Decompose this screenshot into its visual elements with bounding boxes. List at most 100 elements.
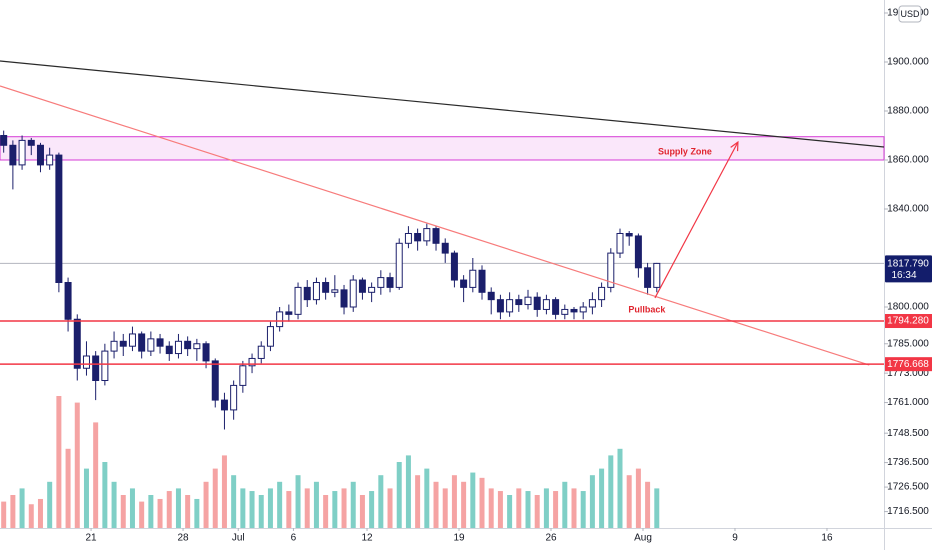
volume-bar (323, 495, 329, 528)
volume-bar (341, 488, 347, 528)
candle-body (358, 279, 366, 293)
candle-body (644, 267, 652, 288)
candle-body (266, 326, 274, 347)
volume-bar (405, 455, 411, 528)
volume-bar (516, 488, 522, 528)
x-tick-label: 12 (361, 533, 373, 544)
volume-bar (304, 488, 310, 528)
volume-bar (258, 495, 264, 528)
level-price-label: 1776.668 (887, 359, 929, 370)
volume-bar (19, 488, 25, 528)
volume-bar (433, 481, 439, 528)
volume-bar (369, 491, 375, 528)
y-tick-label: 1840.000 (887, 204, 929, 215)
candle-body (340, 289, 348, 308)
candle-body (193, 343, 201, 350)
arrow-line (654, 141, 739, 299)
candle-body (625, 232, 633, 237)
volume-bar (203, 481, 209, 528)
candle-body (101, 350, 109, 382)
supply-zone (0, 136, 885, 161)
volume-bar (185, 495, 191, 528)
x-tick-label: 16 (821, 533, 833, 544)
candle-body (211, 360, 219, 401)
volume-bar (497, 491, 503, 528)
y-tick-label: 1716.500 (887, 506, 929, 517)
candle-body (55, 154, 63, 283)
y-tick-label: 1748.500 (887, 428, 929, 439)
zone-label: Supply Zone (658, 146, 712, 156)
countdown-label: 16:34 (891, 270, 916, 281)
candle-body (230, 384, 238, 411)
volume-bar (286, 491, 292, 528)
candle-body (432, 228, 440, 244)
candle-body (487, 291, 495, 301)
y-tick-label: 1860.000 (887, 155, 929, 166)
volume-bar (608, 455, 614, 528)
currency-badge (898, 5, 922, 23)
candle-body (395, 242, 403, 288)
candle-body (377, 277, 385, 288)
volume-bar (451, 475, 457, 528)
y-tick-label: 1880.000 (887, 106, 929, 117)
volume-bar (111, 481, 117, 528)
volume-bar (249, 491, 255, 528)
volume-bar (47, 481, 53, 528)
volume-bar (562, 481, 568, 528)
candle-body (598, 286, 606, 301)
volume-bar (461, 481, 467, 528)
candle-body (349, 279, 357, 308)
volume-bar (626, 475, 632, 528)
candle-body (46, 154, 54, 166)
x-tick-label: 9 (732, 533, 738, 544)
candle-body (552, 299, 560, 315)
volume-bar (1, 501, 7, 528)
volume-bar (157, 498, 163, 528)
candle-body (579, 306, 587, 313)
candle-body (460, 279, 468, 288)
volume-bar (553, 491, 559, 528)
annotation: Pullback (628, 304, 666, 314)
volume-bar (470, 472, 476, 528)
y-tick-label: 1785.000 (887, 338, 929, 349)
volume-bar (332, 491, 338, 528)
candle-body (386, 277, 394, 288)
volume-bar (580, 491, 586, 528)
volume-bar (635, 468, 641, 528)
volume-bar (28, 504, 34, 528)
x-tick-label: 6 (291, 533, 297, 544)
volume-bar (277, 481, 283, 528)
volume-bar (654, 488, 660, 528)
candle-body (570, 308, 578, 313)
candle-body (257, 345, 265, 359)
x-tick-label: 28 (177, 533, 189, 544)
candle-body (506, 299, 514, 313)
volume-bar (507, 495, 513, 528)
volume-bar (175, 488, 181, 528)
candle-body (184, 340, 192, 350)
volume-bar (442, 488, 448, 528)
candle-body (515, 299, 523, 306)
currency-label: USD (900, 9, 920, 19)
candle-body (82, 355, 90, 369)
candle-body (64, 281, 72, 320)
candle-body (119, 340, 127, 347)
candle-body (616, 232, 624, 254)
volume-bar (148, 495, 154, 528)
candle-body (478, 269, 486, 293)
volume-bar (599, 468, 605, 528)
volume-bar (350, 481, 356, 528)
candle-body (9, 144, 17, 166)
candle-body (404, 232, 412, 244)
volume-bar (571, 488, 577, 528)
candle-body (441, 242, 449, 254)
candle-body (303, 286, 311, 301)
candle-body (18, 139, 26, 166)
volume-bar (313, 481, 319, 528)
candle-body (542, 299, 550, 310)
volume-bar (543, 488, 549, 528)
y-tick-label: 1800.000 (887, 302, 929, 313)
volume-bar (194, 498, 200, 528)
y-tick-label: 1900.000 (887, 57, 929, 68)
